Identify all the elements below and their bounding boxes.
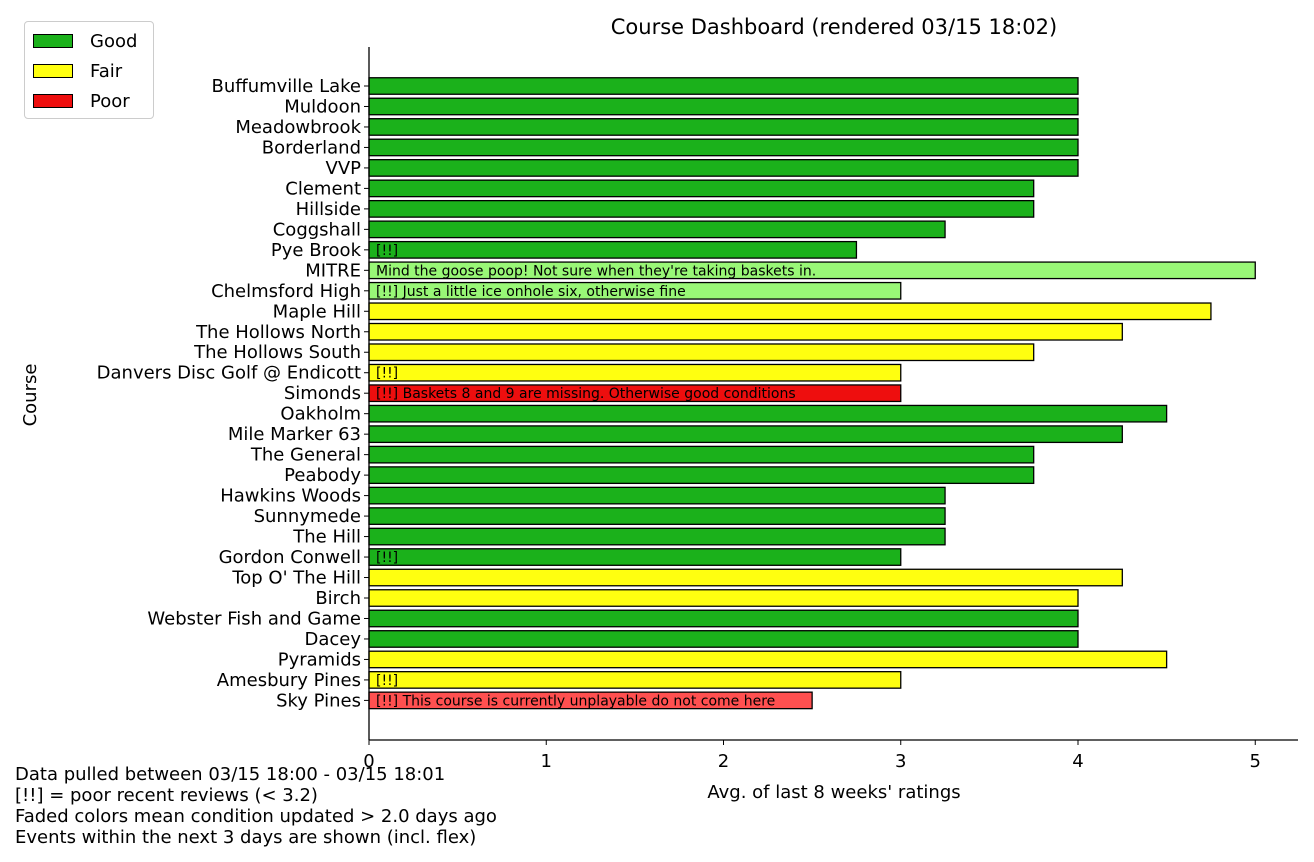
bar-muldoon — [368, 97, 1079, 116]
y-tick-label-dacey: Dacey — [304, 629, 361, 650]
legend-label-poor: Poor — [90, 90, 130, 112]
bar-maple-hill — [368, 302, 1212, 321]
bar-mile-marker-63 — [368, 425, 1123, 444]
bar-oakholm — [368, 404, 1168, 423]
y-tick-label-sunnymede: Sunnymede — [254, 506, 361, 527]
y-axis-label: Course — [20, 364, 41, 427]
bar-top-o-the-hill — [368, 568, 1123, 587]
y-tick-label-top-o-the-hill: Top O' The Hill — [231, 568, 361, 589]
bar-annotation-simonds: [!!] Baskets 8 and 9 are missing. Otherw… — [376, 386, 796, 402]
legend-item-good: Good — [33, 30, 138, 52]
y-tick-label-amesbury-pines: Amesbury Pines — [217, 670, 361, 691]
y-tick-label-the-general: The General — [250, 445, 361, 466]
y-tick-label-webster-fish-and-game: Webster Fish and Game — [147, 608, 361, 629]
y-tick-label-the-hill: The Hill — [292, 527, 361, 548]
y-tick-label-peabody: Peabody — [284, 465, 361, 486]
bar-danvers-disc-golf-endicott — [368, 363, 902, 382]
legend-label-good: Good — [90, 30, 138, 52]
y-tick-label-pyramids: Pyramids — [278, 649, 361, 670]
y-tick-label-gordon-conwell: Gordon Conwell — [219, 547, 361, 568]
y-tick-label-birch: Birch — [315, 588, 361, 609]
bar-annotation-danvers-disc-golf-endicott: [!!] — [376, 366, 398, 382]
bar-annotation-sky-pines: [!!] This course is currently unplayable… — [376, 693, 775, 709]
bar-the-hill — [368, 527, 946, 546]
bar-gordon-conwell — [368, 548, 902, 566]
y-tick-label-hillside: Hillside — [296, 199, 361, 220]
bar-webster-fish-and-game — [368, 609, 1079, 628]
bar-the-hollows-south — [368, 343, 1035, 362]
bar-annotation-pye-brook: [!!] — [376, 243, 398, 259]
x-tick-label-3: 3 — [895, 751, 906, 772]
x-tick-label-1: 1 — [541, 751, 552, 772]
bar-birch — [368, 589, 1079, 607]
footnote-events: Events within the next 3 days are shown … — [15, 827, 477, 848]
bar-coggshall — [368, 220, 946, 239]
chart-title: Course Dashboard (rendered 03/15 18:02) — [611, 15, 1057, 39]
legend-swatch-good — [33, 34, 73, 48]
y-tick-label-muldoon: Muldoon — [284, 96, 361, 117]
y-tick-label-oakholm: Oakholm — [280, 404, 361, 425]
bar-amesbury-pines — [368, 671, 902, 689]
bar-annotation-chelmsford-high: [!!] Just a little ice onhole six, other… — [376, 284, 686, 300]
y-tick-label-the-hollows-north: The Hollows North — [195, 322, 361, 343]
bar-borderland — [368, 138, 1079, 157]
bar-meadowbrook — [368, 118, 1079, 136]
bar-the-hollows-north — [368, 322, 1123, 341]
y-tick-label-coggshall: Coggshall — [273, 219, 361, 240]
y-tick-label-hawkins-woods: Hawkins Woods — [220, 486, 361, 507]
bar-buffumville-lake — [368, 77, 1079, 95]
bar-annotation-gordon-conwell: [!!] — [376, 550, 398, 566]
y-tick-label-maple-hill: Maple Hill — [273, 301, 361, 322]
bar-pye-brook — [368, 240, 858, 259]
footnote-faded-colors: Faded colors mean condition updated > 2.… — [15, 806, 497, 827]
x-tick-label-4: 4 — [1072, 751, 1083, 772]
legend-item-poor: Poor — [33, 90, 130, 112]
bar-pyramids — [368, 650, 1168, 669]
x-tick-label-2: 2 — [718, 751, 729, 772]
legend-swatch-fair — [33, 64, 73, 78]
y-tick-label-vvp: VVP — [326, 158, 362, 179]
y-tick-label-danvers-disc-golf-endicott: Danvers Disc Golf @ Endicott — [97, 363, 361, 384]
bar-hillside — [368, 199, 1035, 218]
y-tick-label-clement: Clement — [285, 178, 361, 199]
footnotes: Data pulled between 03/15 18:00 - 03/15 … — [15, 764, 497, 848]
footnote-data-pulled: Data pulled between 03/15 18:00 - 03/15 … — [15, 764, 446, 785]
bar-annotation-amesbury-pines: [!!] — [376, 673, 398, 689]
legend-label-fair: Fair — [90, 60, 123, 82]
x-tick-label-5: 5 — [1250, 751, 1261, 772]
y-tick-label-mile-marker-63: Mile Marker 63 — [228, 424, 361, 445]
y-tick-label-pye-brook: Pye Brook — [271, 240, 362, 261]
y-tick-label-chelmsford-high: Chelmsford High — [211, 281, 361, 302]
x-tick-label-0: 0 — [363, 751, 374, 772]
y-tick-label-simonds: Simonds — [284, 383, 361, 404]
y-tick-label-buffumville-lake: Buffumville Lake — [212, 76, 361, 97]
y-tick-label-sky-pines: Sky Pines — [276, 690, 361, 711]
legend-item-fair: Fair — [33, 60, 123, 82]
y-tick-label-the-hollows-south: The Hollows South — [193, 342, 361, 363]
bar-peabody — [368, 466, 1035, 485]
bar-the-general — [368, 445, 1035, 464]
bar-dacey — [368, 630, 1079, 648]
bar-sunnymede — [368, 507, 946, 525]
bar-clement — [368, 179, 1035, 198]
x-axis-label: Avg. of last 8 weeks' ratings — [707, 782, 960, 803]
footnote-poor-reviews: [!!] = poor recent reviews (< 3.2) — [15, 785, 318, 806]
y-tick-label-meadowbrook: Meadowbrook — [235, 117, 361, 138]
legend: Good Fair Poor — [24, 21, 154, 119]
bar-hawkins-woods — [368, 486, 946, 505]
bar-annotation-mitre: Mind the goose poop! Not sure when they'… — [376, 263, 816, 279]
legend-swatch-poor — [33, 94, 73, 108]
bar-vvp — [368, 159, 1079, 177]
y-tick-label-borderland: Borderland — [262, 137, 361, 158]
y-tick-label-mitre: MITRE — [305, 260, 361, 281]
